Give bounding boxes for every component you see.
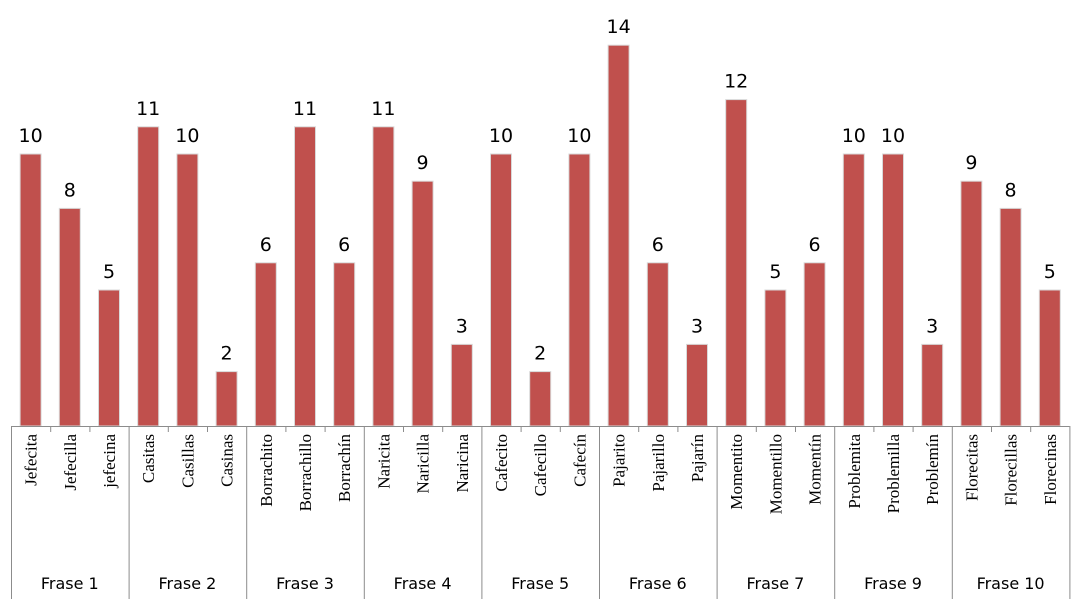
category-label: Momentillo	[766, 434, 785, 514]
data-label: 9	[965, 152, 977, 174]
data-label: 11	[136, 98, 160, 120]
category-label: Problemín	[923, 434, 942, 505]
data-label: 6	[260, 234, 272, 256]
bar	[490, 153, 512, 427]
data-label: 5	[1044, 261, 1056, 283]
data-label: 10	[489, 125, 513, 147]
data-labels-layer: 10 8 5 11 10 2 6 11 6 11 9 3 10 2 10 14 6 3 12 5 6 10 10 3 9 8 5	[19, 16, 1056, 364]
data-label: 14	[607, 16, 631, 38]
data-label: 6	[338, 234, 350, 256]
bar	[176, 153, 199, 427]
category-label: Naricilla	[414, 434, 433, 494]
category-axis: Jefecita Jefecilla jefecina Casitas Casillas…	[11, 426, 1071, 599]
category-label: Naricita	[374, 434, 393, 489]
bar	[411, 180, 434, 427]
bar	[686, 343, 708, 427]
data-label: 5	[769, 261, 781, 283]
bar	[882, 153, 904, 427]
group-label: Frase 10	[977, 574, 1045, 593]
data-label: 3	[691, 315, 703, 337]
group-label: Frase 7	[746, 574, 804, 593]
bars-layer	[19, 44, 1061, 427]
data-label: 3	[926, 315, 938, 337]
bar	[921, 343, 944, 427]
data-label: 10	[842, 125, 866, 147]
data-label: 3	[456, 315, 468, 337]
data-label: 10	[19, 125, 43, 147]
category-label: Cafecillo	[531, 434, 550, 496]
group-label: Frase 6	[629, 574, 687, 593]
category-label: Pajarito	[610, 434, 629, 487]
bar	[803, 262, 826, 427]
bar	[254, 262, 277, 427]
category-label: Cafecín	[570, 434, 589, 487]
bar	[333, 262, 356, 427]
group-label: Frase 5	[511, 574, 569, 593]
group-label: Frase 1	[41, 574, 99, 593]
bar	[842, 153, 865, 427]
category-label: Pajarillo	[649, 434, 668, 492]
data-label: 10	[881, 125, 905, 147]
category-label: Jefecita	[22, 434, 41, 486]
category-label: Florecitas	[962, 434, 981, 501]
bar	[450, 343, 473, 427]
bar	[646, 262, 669, 427]
category-label: Casinas	[218, 434, 237, 487]
bar	[294, 126, 316, 427]
category-label: jefecina	[100, 434, 119, 489]
category-label: Casillas	[178, 434, 197, 488]
category-label: Cafecito	[492, 434, 511, 492]
category-label: Jefecilla	[61, 434, 80, 491]
bar	[568, 153, 591, 427]
data-label: 8	[64, 179, 76, 201]
data-label: 2	[534, 343, 546, 365]
data-label: 5	[103, 261, 115, 283]
category-label: Naricina	[453, 434, 472, 493]
bar	[98, 289, 120, 427]
data-label: 8	[1005, 179, 1017, 201]
bar	[607, 44, 630, 427]
bar	[1038, 289, 1061, 427]
bar	[372, 126, 395, 427]
data-label: 10	[567, 125, 591, 147]
category-label: Problemita	[845, 434, 864, 509]
data-label: 6	[809, 234, 821, 256]
bar	[764, 289, 787, 427]
category-label: Borrachito	[257, 434, 276, 507]
category-label: Florecinas	[1041, 434, 1060, 505]
bar	[529, 371, 552, 427]
bar	[725, 99, 748, 427]
category-label: Momentito	[727, 434, 746, 510]
category-label: Borrachillo	[296, 434, 315, 511]
data-label: 9	[417, 152, 429, 174]
data-label: 2	[221, 343, 233, 365]
bar	[137, 126, 160, 427]
category-label: Momentín	[806, 434, 825, 505]
category-label: Casitas	[139, 434, 158, 483]
group-label: Frase 4	[394, 574, 452, 593]
data-label: 11	[371, 98, 395, 120]
data-label: 11	[293, 98, 317, 120]
bar	[215, 371, 238, 427]
bar	[19, 153, 42, 427]
group-label: Frase 9	[864, 574, 922, 593]
group-label: Frase 3	[276, 574, 334, 593]
bar	[58, 207, 81, 427]
data-label: 12	[724, 71, 748, 93]
data-label: 10	[175, 125, 199, 147]
bar	[999, 207, 1022, 427]
category-label: Pajarín	[688, 434, 707, 483]
bar	[960, 180, 983, 427]
category-label: Florecillas	[1002, 434, 1021, 506]
data-label: 6	[652, 234, 664, 256]
category-label: Problemilla	[884, 434, 903, 514]
group-label: Frase 2	[158, 574, 216, 593]
category-label: Borrachín	[335, 434, 354, 502]
